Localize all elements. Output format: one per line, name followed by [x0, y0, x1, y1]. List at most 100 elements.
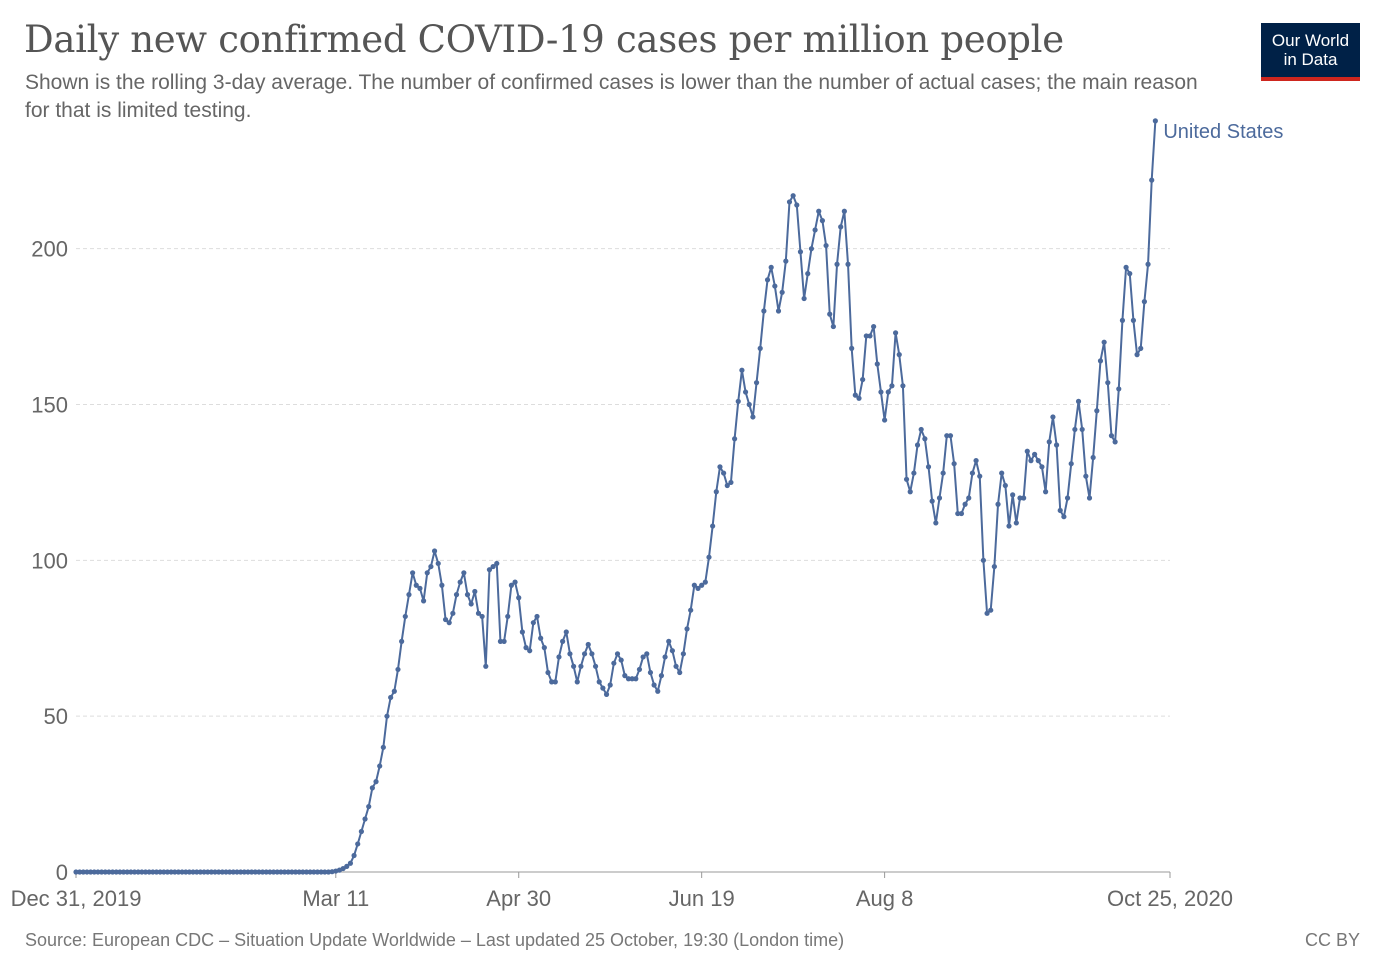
data-point[interactable]: [249, 869, 255, 875]
data-point[interactable]: [190, 869, 196, 875]
data-point[interactable]: [88, 869, 94, 875]
data-point[interactable]: [256, 869, 262, 875]
data-point[interactable]: [417, 585, 423, 591]
data-point[interactable]: [142, 869, 149, 875]
data-point[interactable]: [1079, 426, 1085, 433]
data-point[interactable]: [614, 651, 621, 657]
data-point[interactable]: [958, 510, 965, 517]
data-point[interactable]: [274, 869, 280, 875]
data-point[interactable]: [721, 470, 727, 476]
data-point[interactable]: [84, 869, 90, 875]
data-point[interactable]: [109, 869, 116, 875]
data-point[interactable]: [742, 389, 749, 395]
data-point[interactable]: [669, 648, 675, 654]
data-point[interactable]: [764, 277, 771, 283]
data-point[interactable]: [691, 582, 697, 588]
data-point[interactable]: [852, 392, 858, 398]
data-point[interactable]: [230, 869, 236, 875]
data-point[interactable]: [1050, 414, 1056, 420]
data-point[interactable]: [131, 869, 138, 875]
data-point[interactable]: [252, 869, 258, 875]
data-point[interactable]: [1097, 358, 1104, 364]
data-point[interactable]: [1112, 439, 1118, 445]
data-point[interactable]: [172, 869, 178, 875]
data-point[interactable]: [175, 869, 182, 875]
data-point[interactable]: [633, 676, 639, 682]
data-point[interactable]: [439, 582, 445, 588]
data-point[interactable]: [263, 869, 269, 875]
data-point[interactable]: [827, 311, 833, 317]
data-point[interactable]: [197, 869, 203, 875]
data-point[interactable]: [117, 869, 123, 875]
data-point[interactable]: [966, 495, 972, 501]
data-point[interactable]: [388, 694, 394, 701]
data-point[interactable]: [1083, 473, 1089, 479]
data-point[interactable]: [205, 869, 211, 875]
data-point[interactable]: [662, 654, 668, 660]
data-point[interactable]: [969, 470, 976, 476]
data-point[interactable]: [574, 679, 580, 685]
data-point[interactable]: [1152, 118, 1158, 124]
data-point[interactable]: [779, 289, 785, 295]
data-point[interactable]: [424, 570, 430, 576]
data-point[interactable]: [186, 869, 193, 875]
data-point[interactable]: [914, 442, 921, 448]
data-point[interactable]: [77, 869, 83, 875]
data-point[interactable]: [841, 208, 847, 214]
data-point[interactable]: [450, 610, 456, 616]
data-point[interactable]: [775, 308, 782, 314]
data-point[interactable]: [366, 803, 372, 810]
data-point[interactable]: [1141, 299, 1147, 305]
data-point[interactable]: [355, 841, 361, 847]
data-point[interactable]: [446, 620, 452, 626]
data-point[interactable]: [867, 333, 873, 339]
data-point[interactable]: [351, 852, 357, 859]
data-point[interactable]: [636, 666, 643, 673]
data-point[interactable]: [874, 361, 880, 367]
data-point[interactable]: [395, 666, 401, 673]
data-point[interactable]: [369, 785, 375, 791]
data-point[interactable]: [885, 389, 891, 395]
data-point[interactable]: [260, 869, 266, 875]
data-point[interactable]: [545, 669, 551, 676]
data-point[interactable]: [1108, 433, 1115, 439]
data-point[interactable]: [461, 570, 467, 576]
data-point[interactable]: [666, 638, 672, 644]
data-point[interactable]: [113, 869, 119, 875]
data-point[interactable]: [322, 869, 328, 875]
data-point[interactable]: [761, 308, 767, 314]
data-point[interactable]: [838, 224, 844, 230]
data-point[interactable]: [878, 389, 884, 395]
data-point[interactable]: [380, 744, 386, 750]
data-point[interactable]: [150, 869, 156, 875]
data-point[interactable]: [486, 567, 493, 573]
data-point[interactable]: [677, 669, 683, 676]
data-point[interactable]: [596, 679, 602, 685]
data-point[interactable]: [527, 648, 533, 654]
data-point[interactable]: [1046, 439, 1052, 445]
data-point[interactable]: [673, 663, 679, 669]
data-point[interactable]: [307, 869, 313, 875]
data-point[interactable]: [1002, 482, 1008, 489]
data-point[interactable]: [245, 869, 251, 875]
data-point[interactable]: [819, 218, 826, 224]
data-point[interactable]: [410, 570, 416, 576]
data-point[interactable]: [735, 398, 741, 404]
data-point[interactable]: [311, 869, 317, 875]
data-point[interactable]: [882, 417, 888, 423]
data-point[interactable]: [581, 651, 588, 657]
data-point[interactable]: [402, 613, 408, 620]
data-point[interactable]: [164, 869, 171, 875]
owid-logo[interactable]: Our World in Data: [1261, 23, 1360, 81]
data-point[interactable]: [153, 869, 160, 875]
data-point[interactable]: [99, 869, 105, 875]
data-point[interactable]: [1024, 448, 1030, 454]
data-point[interactable]: [651, 682, 657, 688]
data-point[interactable]: [464, 592, 471, 598]
data-point[interactable]: [223, 869, 229, 875]
data-point[interactable]: [973, 458, 979, 464]
data-point[interactable]: [571, 663, 577, 669]
data-point[interactable]: [1090, 454, 1096, 461]
data-point[interactable]: [772, 283, 778, 289]
data-point[interactable]: [936, 495, 943, 501]
